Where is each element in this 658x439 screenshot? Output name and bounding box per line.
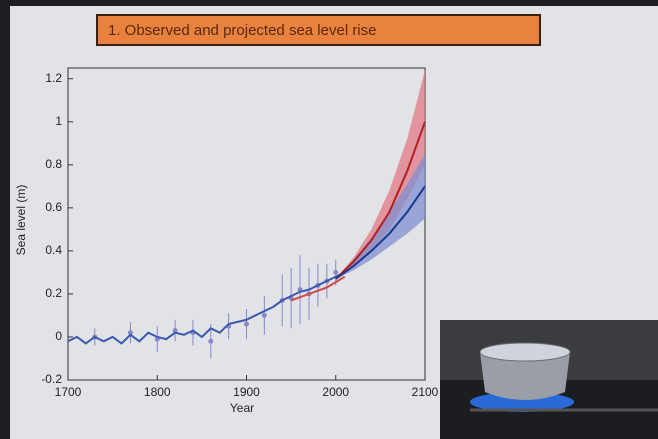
- y-tick-label: 0.2: [45, 286, 62, 300]
- x-tick-label: 2100: [412, 385, 439, 399]
- observation-point: [127, 330, 133, 336]
- observation-point: [333, 269, 339, 275]
- x-axis-label: Year: [230, 401, 254, 415]
- y-tick-label: -0.2: [41, 372, 62, 386]
- observation-point: [261, 312, 267, 318]
- y-tick-label: 0.6: [45, 200, 62, 214]
- title-box: [96, 14, 541, 46]
- x-tick-label: 1700: [55, 385, 82, 399]
- observation-point: [244, 321, 249, 327]
- y-tick-label: 0.8: [45, 157, 62, 171]
- pot: [480, 352, 570, 400]
- series-line: [335, 121, 426, 280]
- uncertainty-band: [335, 154, 425, 279]
- y-tick-label: 1.2: [45, 71, 62, 85]
- x-tick-label: 1900: [233, 385, 260, 399]
- x-tick-label: 1800: [144, 385, 171, 399]
- x-tick-label: 2000: [322, 385, 349, 399]
- y-tick-label: 1: [55, 114, 62, 128]
- observation-point: [208, 338, 214, 344]
- observation-point: [172, 328, 178, 334]
- series-line: [290, 275, 346, 302]
- chart-title: 1. Observed and projected sea level rise: [108, 22, 376, 39]
- series-line: [335, 185, 426, 280]
- y-tick-label: 0: [55, 329, 62, 343]
- y-axis-label: Sea level (m): [14, 185, 28, 256]
- pot-rim: [479, 342, 571, 362]
- photo: [440, 320, 658, 439]
- y-tick-label: 0.4: [45, 243, 62, 257]
- series-line: [67, 271, 346, 345]
